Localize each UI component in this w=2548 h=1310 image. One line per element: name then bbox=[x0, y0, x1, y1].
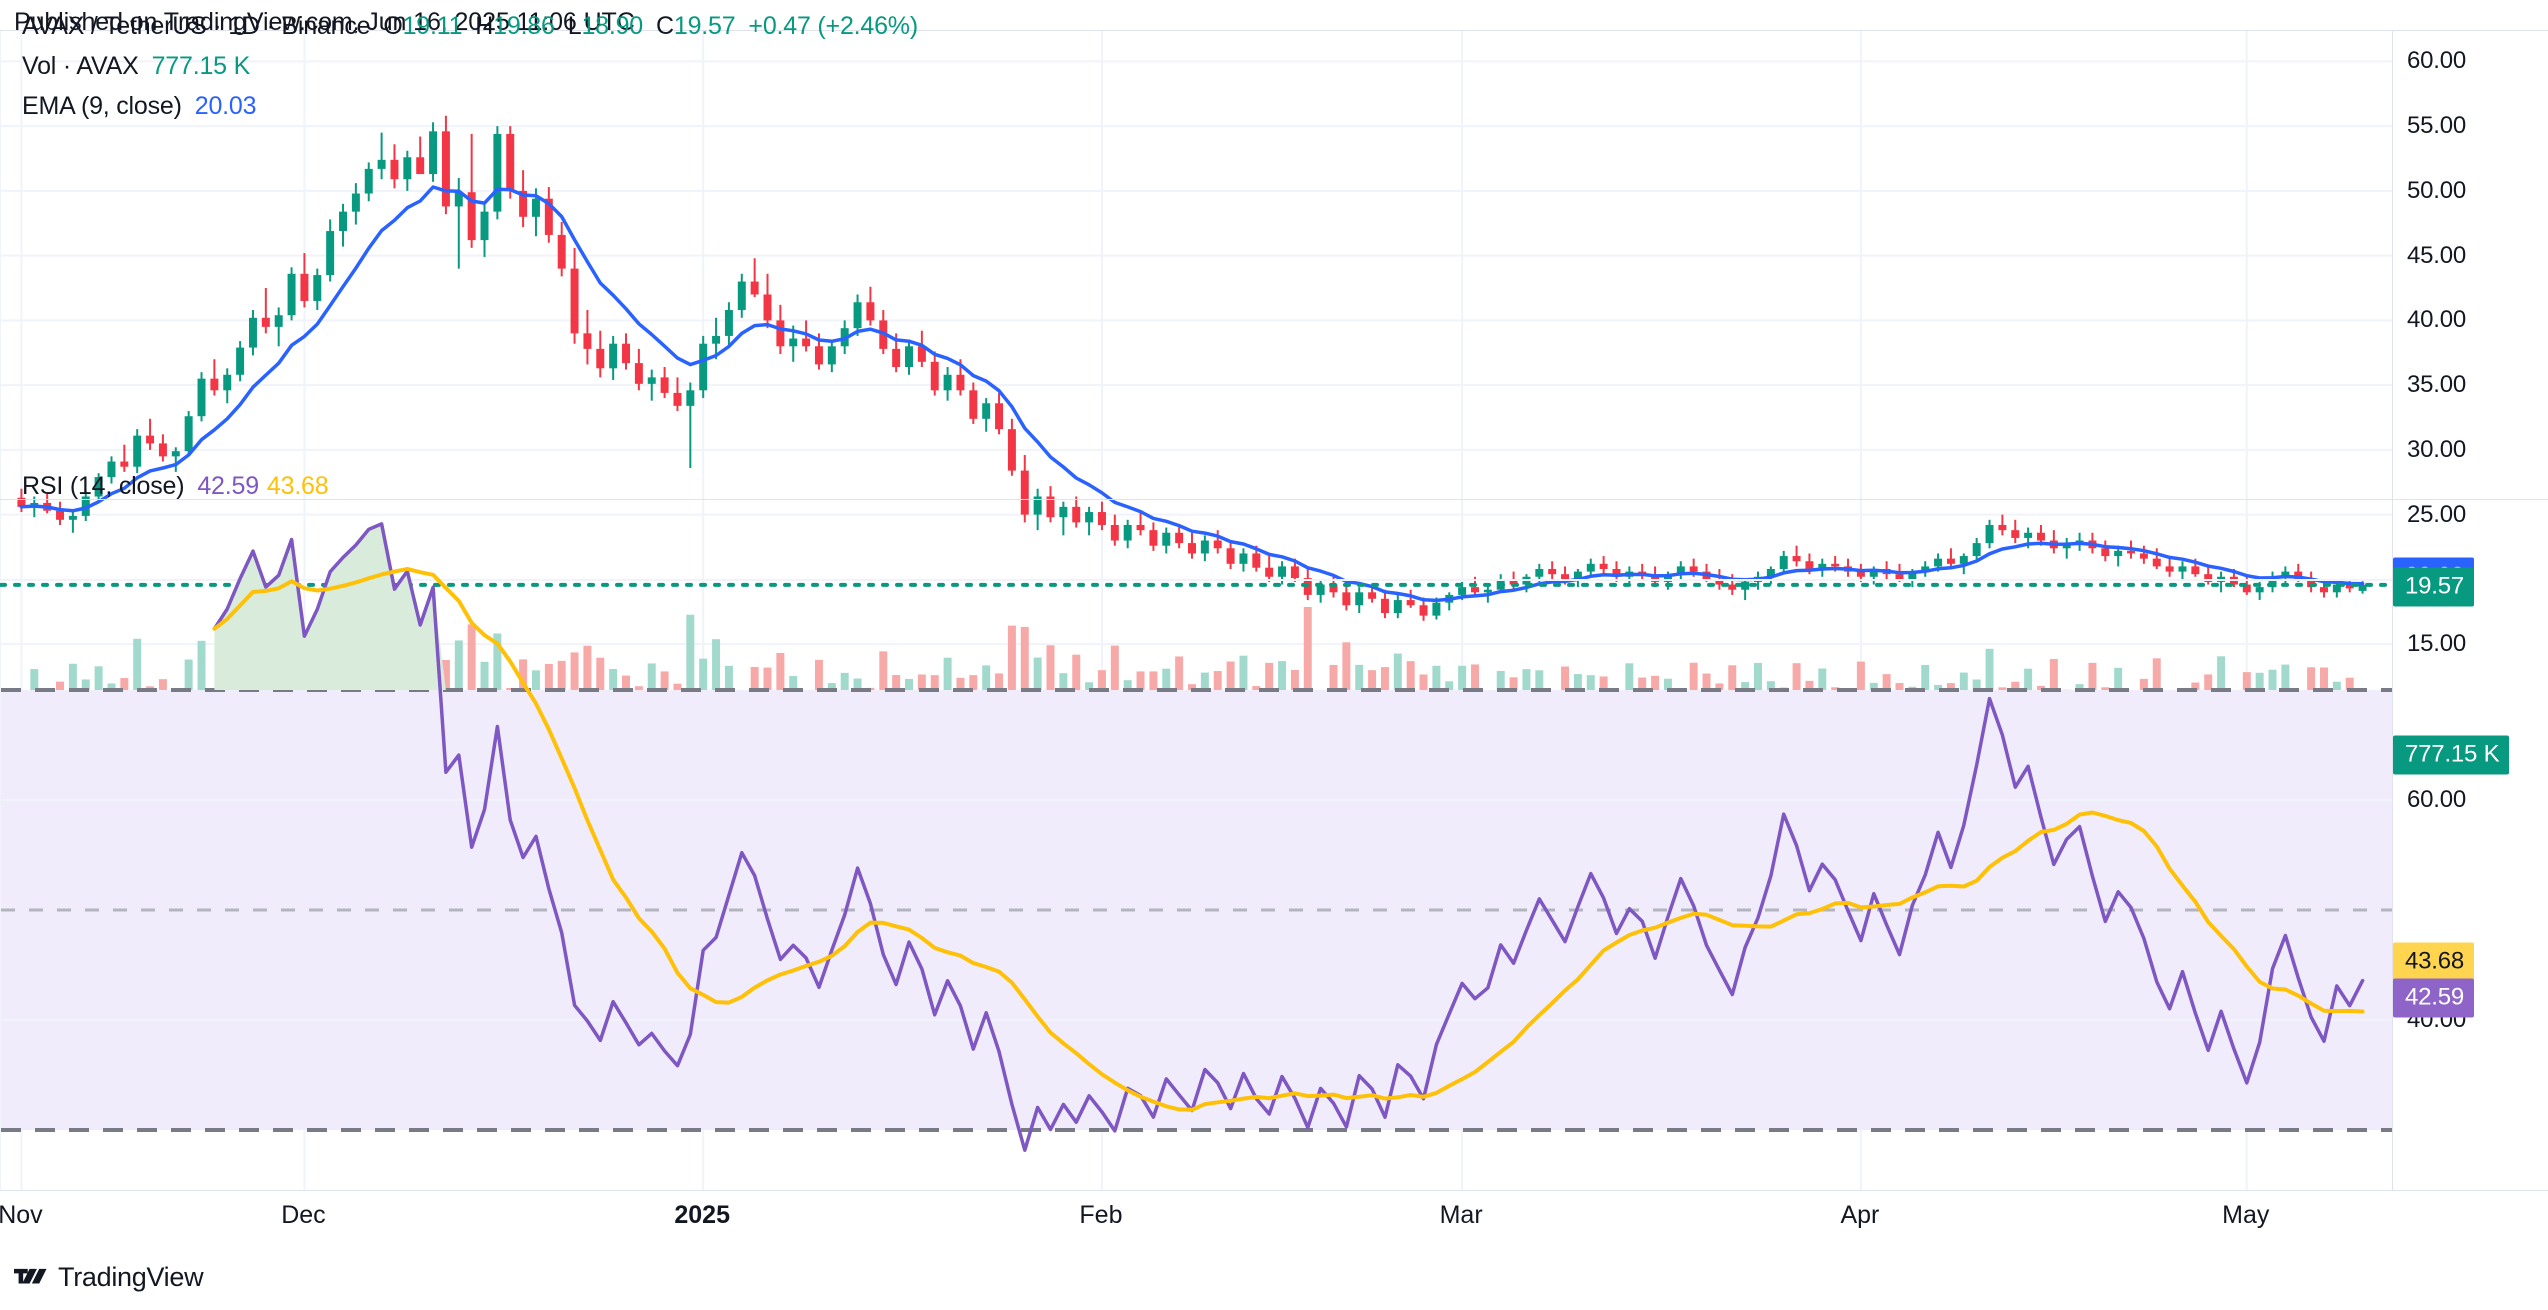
legend-high-value: 19.86 bbox=[493, 12, 555, 40]
price-axis-tick: 40.00 bbox=[2407, 306, 2467, 334]
legend-rsi-ma-value: 43.68 bbox=[266, 472, 329, 500]
price-axis-tick: 30.00 bbox=[2407, 435, 2467, 463]
date-axis-label: May bbox=[2222, 1201, 2270, 1229]
date-axis-label: 2025 bbox=[674, 1201, 730, 1229]
price-axis-tick: 55.00 bbox=[2407, 112, 2467, 140]
date-axis-label: Mar bbox=[1439, 1201, 1483, 1229]
date-axis-label: Apr bbox=[1840, 1201, 1880, 1229]
legend-ema[interactable]: EMA (9, close) 20.03 bbox=[22, 92, 257, 121]
legend-high-label: H bbox=[475, 12, 494, 40]
legend-ema-value: 20.03 bbox=[194, 92, 257, 120]
legend-rsi-value: 42.59 bbox=[197, 472, 259, 500]
legend-ema-label: EMA (9, close) bbox=[22, 92, 182, 120]
price-axis-column[interactable]: 60.00 55.00 50.00 45.00 40.00 35.00 30.00 25.00… bbox=[2392, 30, 2548, 1190]
legend-symbol-ohlc[interactable]: AVAX / TetherUS · 1D · Binance O19.11 H19.… bbox=[22, 12, 918, 41]
rsi-value-tag[interactable]: 42.59 bbox=[2393, 978, 2475, 1018]
tradingview-wordmark: TradingView bbox=[58, 1262, 204, 1292]
published-caption: Published on TradingView.com, Jun 16, 20… bbox=[14, 8, 635, 36]
legend-open-label: O bbox=[383, 12, 403, 40]
legend-rsi-label: RSI (14, close) bbox=[22, 472, 185, 500]
price-axis-tick: 60.00 bbox=[2407, 47, 2467, 75]
date-axis[interactable]: NovDec2025FebMarAprMayJun bbox=[0, 1190, 2548, 1242]
legend-low-label: L bbox=[567, 12, 582, 40]
tradingview-logo-icon bbox=[14, 1268, 47, 1283]
date-axis-label: Nov bbox=[0, 1201, 43, 1229]
date-axis-label: Dec bbox=[281, 1201, 326, 1229]
legend-open-value: 19.11 bbox=[402, 12, 463, 40]
date-axis-label: Feb bbox=[1079, 1201, 1123, 1229]
legend-close-value: 19.57 bbox=[673, 12, 736, 40]
chart-frame: 60.00 55.00 50.00 45.00 40.00 35.00 30.00 25.00… bbox=[0, 30, 2548, 1220]
price-axis-tick: 25.00 bbox=[2407, 500, 2467, 528]
price-axis-tick: 35.00 bbox=[2407, 371, 2467, 399]
legend-volume-value: 777.15 K bbox=[151, 52, 251, 80]
legend-close-label: C bbox=[656, 12, 674, 40]
panel-separator-rsi bbox=[0, 499, 2548, 500]
legend-volume-label: Vol · AVAX bbox=[22, 52, 139, 80]
legend-rsi[interactable]: RSI (14, close) 42.59 43.68 bbox=[22, 472, 329, 501]
price-axis-tick: 50.00 bbox=[2407, 176, 2467, 204]
volume-value-tag[interactable]: 777.15 K bbox=[2393, 735, 2510, 775]
legend-low-value: 18.90 bbox=[581, 12, 643, 40]
last-price-tag[interactable]: 19.57 bbox=[2393, 567, 2475, 607]
rsi-ma-value-tag[interactable]: 43.68 bbox=[2393, 942, 2475, 982]
panel-separator-top bbox=[0, 30, 2548, 31]
price-axis-tick: 15.00 bbox=[2407, 630, 2467, 658]
price-axis-tick: 45.00 bbox=[2407, 241, 2467, 269]
rsi-axis-tick: 60.00 bbox=[2407, 786, 2467, 813]
legend-change-value: +0.47 (+2.46%) bbox=[748, 12, 918, 40]
legend-symbol-text: AVAX / TetherUS · 1D · Binance bbox=[22, 12, 371, 40]
legend-volume[interactable]: Vol · AVAX 777.15 K bbox=[22, 52, 250, 81]
chart-plot-area[interactable] bbox=[0, 30, 2395, 1190]
chart-canvas bbox=[0, 30, 2395, 1190]
tradingview-footer[interactable]: TradingView bbox=[14, 1262, 204, 1293]
